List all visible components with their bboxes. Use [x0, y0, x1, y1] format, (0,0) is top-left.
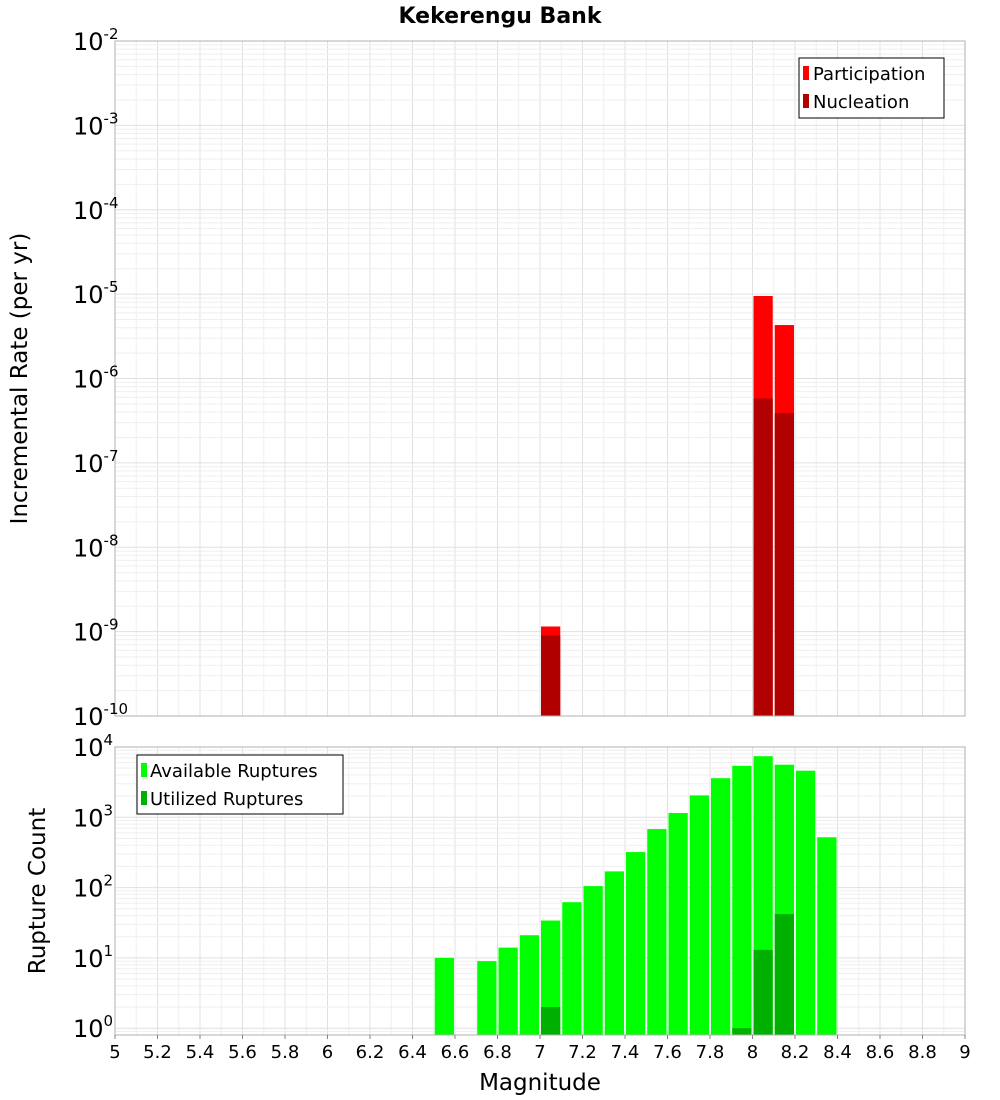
- legend-swatch-available-ruptures: [141, 763, 147, 777]
- top-grid: [115, 41, 965, 716]
- legend-swatch-participation: [803, 66, 809, 80]
- legend-label-participation: Participation: [813, 64, 925, 85]
- bar-available-ruptures: [435, 958, 454, 1035]
- bar-available-ruptures: [817, 837, 836, 1035]
- x-tick-label: 5.4: [186, 1042, 215, 1063]
- bar-available-ruptures: [520, 935, 539, 1035]
- x-tick-label: 5: [109, 1042, 120, 1063]
- legend-label-available-ruptures: Available Ruptures: [150, 761, 318, 782]
- x-tick-label: 6: [322, 1042, 333, 1063]
- bar-available-ruptures: [584, 886, 603, 1035]
- top-legend: Participation Nucleation: [799, 58, 944, 118]
- x-tick-label: 8.6: [866, 1042, 895, 1063]
- bar-available-ruptures: [477, 961, 496, 1035]
- bar-available-ruptures: [796, 771, 815, 1035]
- x-tick-label: 8.2: [781, 1042, 810, 1063]
- bar-utilized-ruptures: [541, 1007, 560, 1035]
- bar-available-ruptures: [626, 852, 645, 1035]
- x-tick-label: 6.4: [398, 1042, 427, 1063]
- x-tick-label: 6.8: [483, 1042, 512, 1063]
- x-tick-label: 6.2: [356, 1042, 385, 1063]
- bar-available-ruptures: [499, 948, 518, 1035]
- bar-available-ruptures: [605, 871, 624, 1035]
- bar-available-ruptures: [669, 813, 688, 1035]
- x-tick-label: 6.6: [441, 1042, 470, 1063]
- bar-nucleation: [754, 398, 773, 716]
- x-tick-label: 5.8: [271, 1042, 300, 1063]
- bottom-y-axis-label: Rupture Count: [25, 808, 51, 974]
- bar-available-ruptures: [647, 829, 666, 1035]
- chart-title: Kekerengu Bank: [399, 4, 603, 29]
- bar-nucleation: [541, 635, 560, 716]
- bar-available-ruptures: [732, 766, 751, 1035]
- bar-available-ruptures: [690, 795, 709, 1035]
- x-tick-label: 7.6: [653, 1042, 682, 1063]
- legend-swatch-utilized-ruptures: [141, 791, 147, 805]
- bar-nucleation: [775, 413, 794, 716]
- bar-utilized-ruptures: [754, 950, 773, 1035]
- x-tick-label: 7.2: [568, 1042, 597, 1063]
- x-tick-label: 8.4: [823, 1042, 852, 1063]
- x-tick-label: 5.2: [143, 1042, 172, 1063]
- x-tick-label: 7.8: [696, 1042, 725, 1063]
- legend-label-utilized-ruptures: Utilized Ruptures: [150, 789, 303, 810]
- x-tick-label: 9: [959, 1042, 970, 1063]
- bottom-legend: Available Ruptures Utilized Ruptures: [137, 755, 343, 814]
- top-y-axis-label: Incremental Rate (per yr): [7, 233, 33, 525]
- x-tick-label: 8.8: [908, 1042, 937, 1063]
- bar-available-ruptures: [711, 778, 730, 1035]
- x-tick-label: 5.6: [228, 1042, 257, 1063]
- bar-utilized-ruptures: [732, 1028, 751, 1035]
- legend-swatch-nucleation: [803, 94, 809, 108]
- bar-utilized-ruptures: [775, 914, 794, 1035]
- x-axis-label: Magnitude: [479, 1070, 601, 1096]
- x-tick-label: 7: [534, 1042, 545, 1063]
- x-tick-label: 8: [747, 1042, 758, 1063]
- x-tick-label: 7.4: [611, 1042, 640, 1063]
- bar-available-ruptures: [562, 902, 581, 1035]
- legend-label-nucleation: Nucleation: [813, 92, 909, 113]
